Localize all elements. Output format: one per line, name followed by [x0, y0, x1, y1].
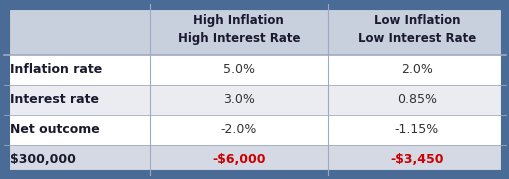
- Bar: [149, 145, 327, 175]
- Bar: [4, 4, 149, 55]
- Text: 2.0%: 2.0%: [400, 63, 432, 76]
- Bar: [4, 115, 149, 145]
- Bar: [149, 115, 327, 145]
- Text: -$6,000: -$6,000: [212, 153, 265, 166]
- Bar: [327, 85, 505, 115]
- Bar: [149, 4, 327, 55]
- Text: Low Inflation
Low Interest Rate: Low Inflation Low Interest Rate: [357, 14, 475, 45]
- Text: High Inflation
High Interest Rate: High Inflation High Interest Rate: [177, 14, 299, 45]
- Bar: [4, 85, 149, 115]
- Bar: [327, 115, 505, 145]
- Text: -1.15%: -1.15%: [394, 123, 438, 136]
- Text: 3.0%: 3.0%: [222, 93, 254, 106]
- Text: Inflation rate: Inflation rate: [10, 63, 102, 76]
- Text: -$3,450: -$3,450: [389, 153, 443, 166]
- Text: $300,000: $300,000: [10, 153, 76, 166]
- Bar: [149, 85, 327, 115]
- Bar: [4, 55, 149, 85]
- Bar: [149, 55, 327, 85]
- Bar: [327, 4, 505, 55]
- Bar: [327, 55, 505, 85]
- Text: Interest rate: Interest rate: [10, 93, 99, 106]
- Text: Net outcome: Net outcome: [10, 123, 100, 136]
- Text: 0.85%: 0.85%: [396, 93, 436, 106]
- Bar: [327, 145, 505, 175]
- Text: 5.0%: 5.0%: [222, 63, 254, 76]
- Text: -2.0%: -2.0%: [220, 123, 257, 136]
- Bar: [4, 145, 149, 175]
